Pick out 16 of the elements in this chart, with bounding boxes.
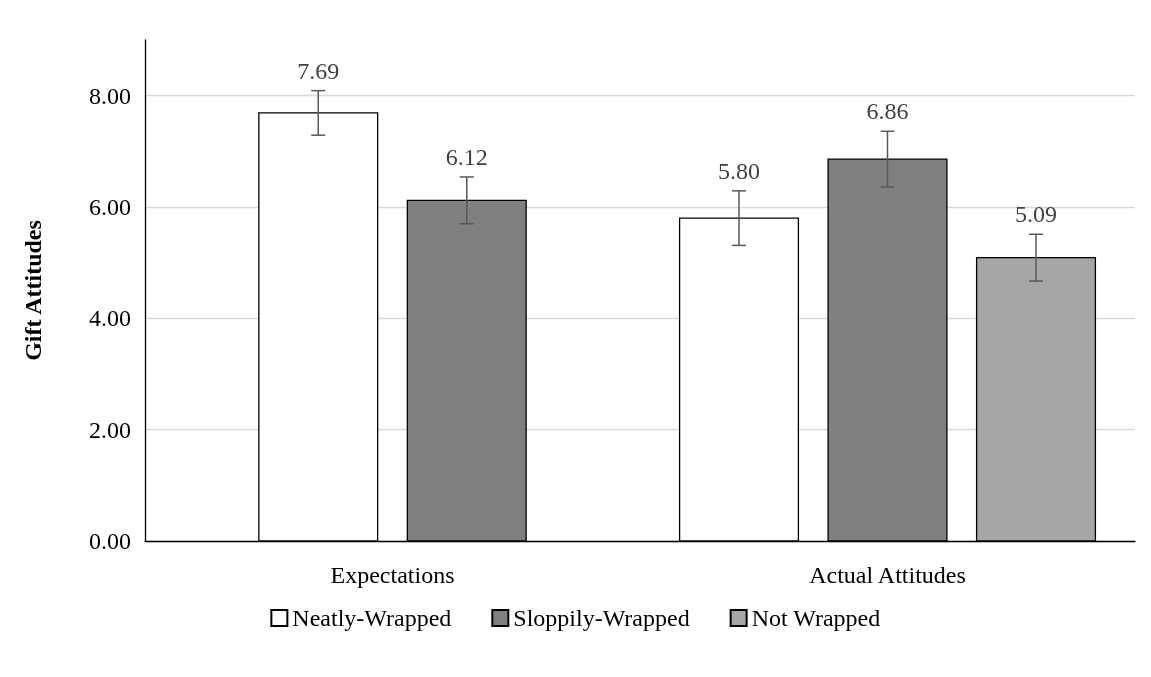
data-label: 5.80	[718, 157, 760, 184]
y-tick-label: 0.00	[89, 528, 131, 554]
legend-label: Sloppily-Wrapped	[513, 605, 690, 631]
y-tick-label: 6.00	[89, 194, 131, 220]
x-tick-label: Actual Attitudes	[809, 562, 966, 588]
y-tick-label: 8.00	[89, 82, 131, 109]
legend-label: Not Wrapped	[751, 605, 881, 631]
y-tick-label: 4.00	[89, 305, 131, 332]
data-label: 6.86	[866, 98, 909, 125]
y-tick-label: 2.00	[89, 416, 131, 443]
x-tick-label: Expectations	[330, 562, 455, 588]
data-label: 6.12	[445, 143, 488, 170]
data-label: 7.69	[297, 57, 340, 84]
legend-label: Neatly-Wrapped	[292, 605, 452, 631]
y-axis-title: Gift Attitudes	[20, 220, 46, 361]
data-label: 5.09	[1015, 201, 1057, 228]
